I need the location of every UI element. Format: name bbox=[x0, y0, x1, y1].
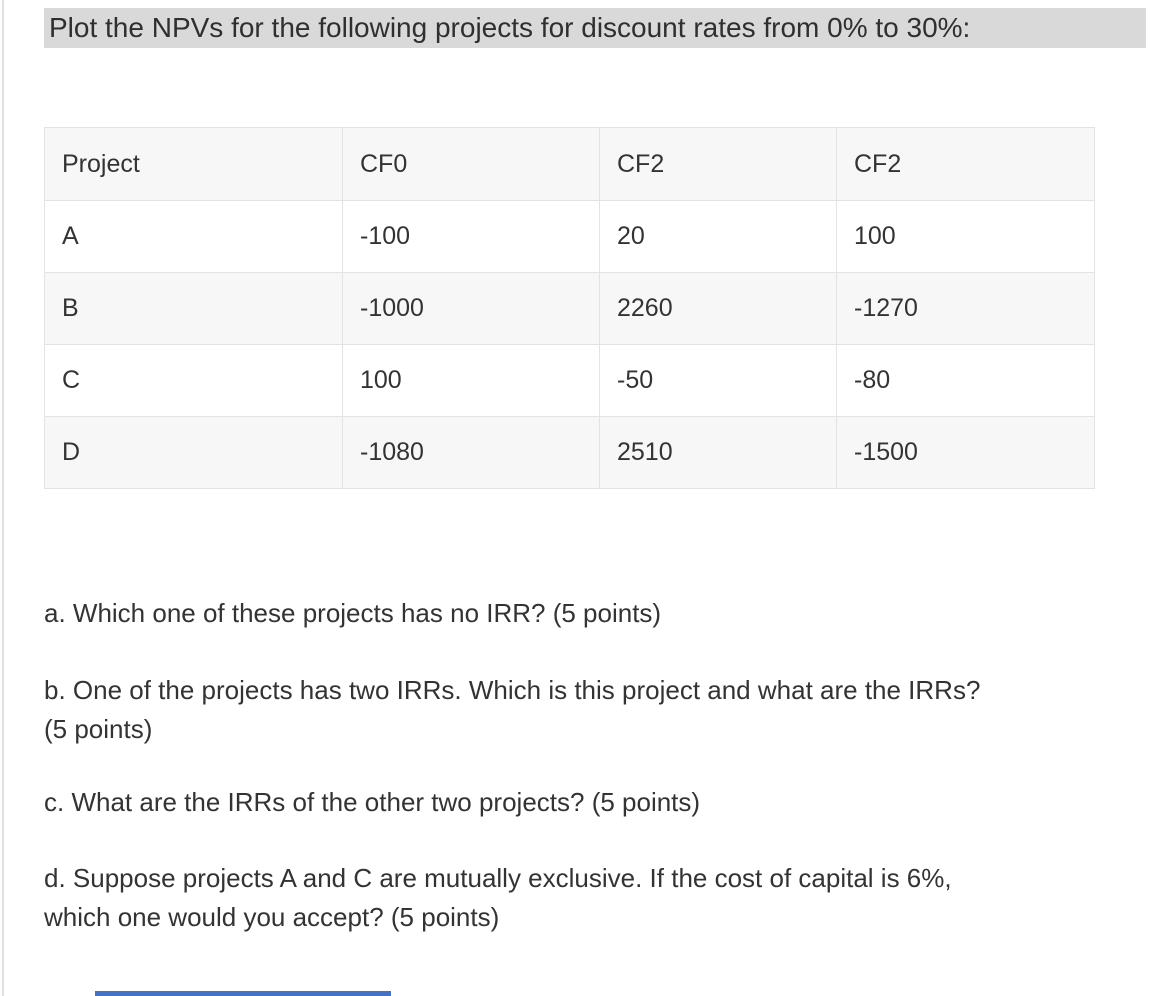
question-b-line-1: b. One of the projects has two IRRs. Whi… bbox=[44, 675, 981, 705]
question-d: d. Suppose projects A and C are mutually… bbox=[44, 859, 1136, 937]
table-row-project-a: A -100 20 100 bbox=[44, 200, 1095, 273]
question-c-line-1: c. What are the IRRs of the other two pr… bbox=[44, 787, 701, 817]
question-prompt-text: Plot the NPVs for the following projects… bbox=[49, 12, 971, 43]
cell-cf2-first: 2510 bbox=[599, 416, 837, 489]
cell-cf2-second: -1270 bbox=[836, 272, 1095, 345]
cell-cf2-first: 2260 bbox=[599, 272, 837, 345]
cell-cf2-second: -80 bbox=[836, 344, 1095, 417]
col-header-cf0: CF0 bbox=[342, 127, 600, 201]
cell-cf0: -1080 bbox=[342, 416, 600, 489]
table-row-project-d: D -1080 2510 -1500 bbox=[44, 416, 1095, 489]
cell-project: C bbox=[44, 344, 343, 417]
question-d-line-2: which one would you accept? (5 points) bbox=[44, 902, 500, 932]
cell-project: B bbox=[44, 272, 343, 345]
cell-cf2-first: -50 bbox=[599, 344, 837, 417]
cell-cf2-second: -1500 bbox=[836, 416, 1095, 489]
cell-project: D bbox=[44, 416, 343, 489]
question-b: b. One of the projects has two IRRs. Whi… bbox=[44, 671, 1136, 749]
cell-cf2-first: 20 bbox=[599, 200, 837, 273]
question-b-line-2: (5 points) bbox=[44, 714, 153, 744]
question-c: c. What are the IRRs of the other two pr… bbox=[44, 783, 1136, 822]
left-border-rule bbox=[2, 0, 4, 996]
cell-project: A bbox=[44, 200, 343, 273]
question-d-line-1: d. Suppose projects A and C are mutually… bbox=[44, 863, 952, 893]
cashflow-table: Project CF0 CF2 CF2 A -100 20 100 B -100… bbox=[44, 127, 1095, 489]
cell-cf0: -100 bbox=[342, 200, 600, 273]
partially-visible-bottom-element bbox=[95, 991, 391, 996]
table-header-row: Project CF0 CF2 CF2 bbox=[44, 127, 1095, 201]
cell-cf0: -1000 bbox=[342, 272, 600, 345]
question-a-line-1: a. Which one of these projects has no IR… bbox=[44, 598, 662, 628]
table-row-project-b: B -1000 2260 -1270 bbox=[44, 272, 1095, 345]
question-prompt: Plot the NPVs for the following projects… bbox=[44, 8, 1146, 48]
question-a: a. Which one of these projects has no IR… bbox=[44, 594, 1136, 633]
col-header-cf2-first: CF2 bbox=[599, 127, 837, 201]
col-header-cf2-second: CF2 bbox=[836, 127, 1095, 201]
cell-cf0: 100 bbox=[342, 344, 600, 417]
col-header-project: Project bbox=[44, 127, 343, 201]
table-row-project-c: C 100 -50 -80 bbox=[44, 344, 1095, 417]
cell-cf2-second: 100 bbox=[836, 200, 1095, 273]
